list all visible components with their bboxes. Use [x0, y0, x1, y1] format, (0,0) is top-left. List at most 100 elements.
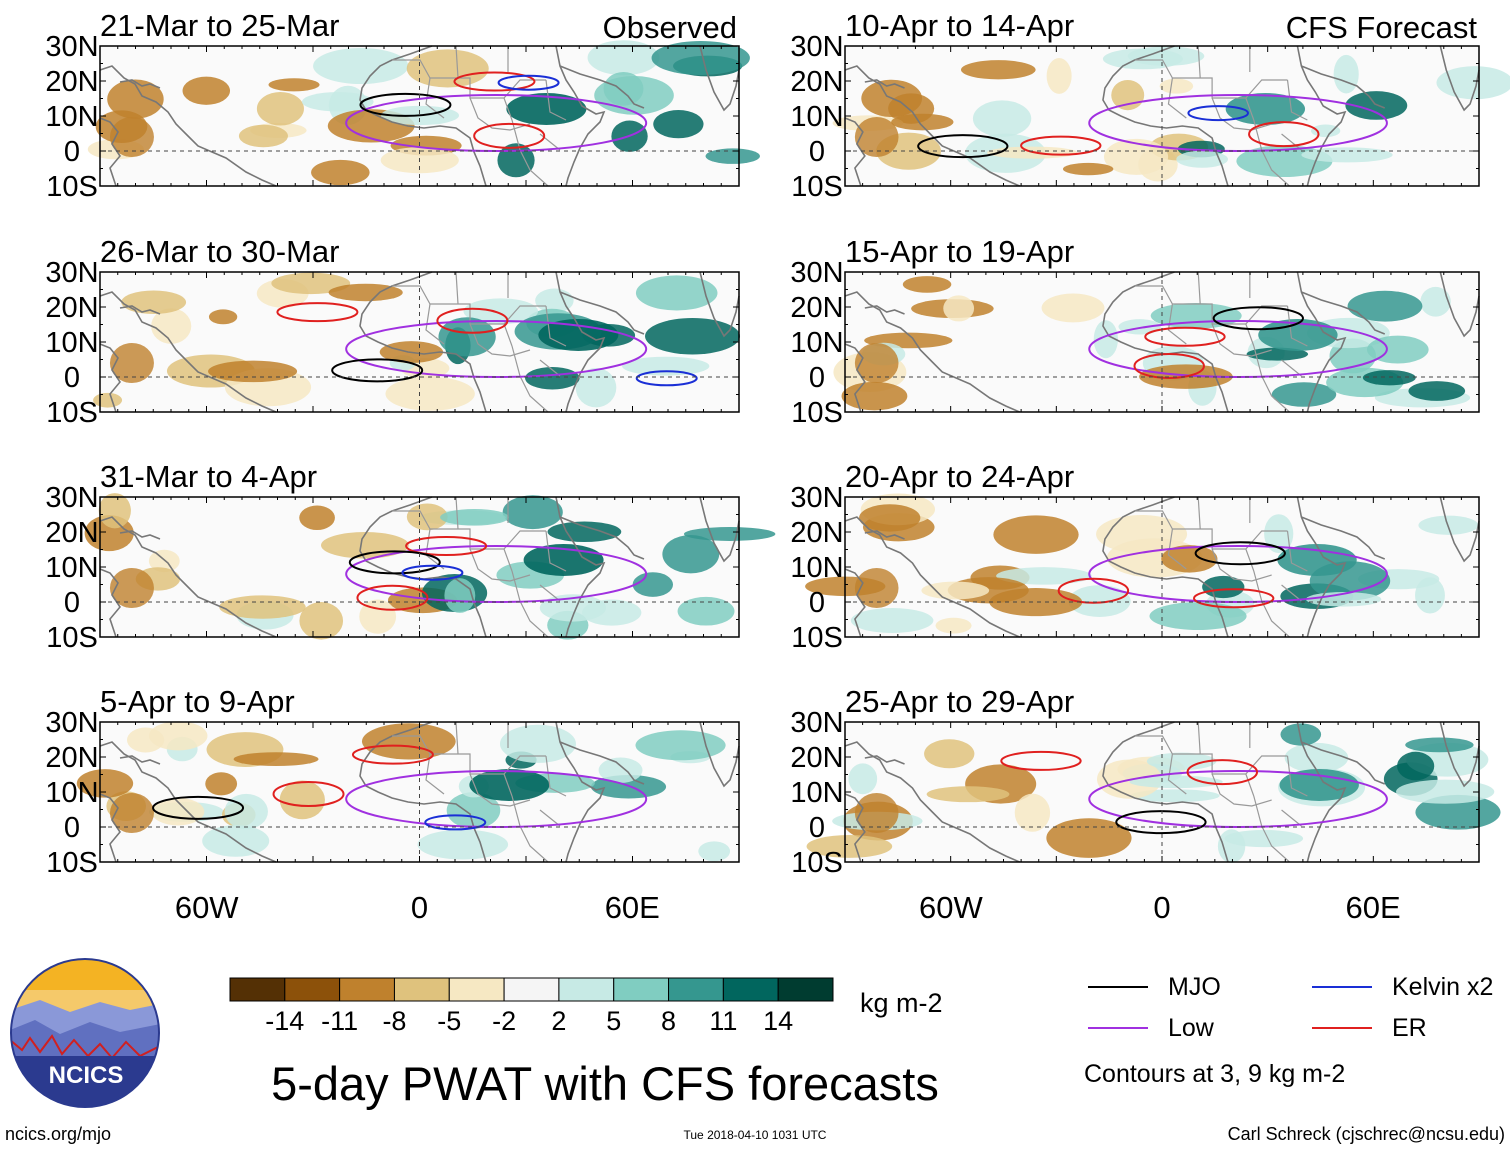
- mjo-contour: [917, 134, 1009, 159]
- pwat-anomaly: [1118, 319, 1161, 335]
- pwat-anomaly: [359, 599, 397, 634]
- panel-period: 31-Mar to 4-Apr: [100, 459, 317, 494]
- lat-label: 10S: [791, 622, 843, 654]
- pwat-anomaly: [538, 319, 619, 351]
- pwat-anomaly: [440, 508, 509, 526]
- pwat-anomaly: [698, 841, 731, 862]
- pwat-anomaly: [149, 721, 208, 751]
- pwat-anomaly: [935, 617, 972, 634]
- pwat-anomaly: [268, 78, 320, 92]
- colorbar-label: 5: [606, 1006, 621, 1036]
- er-contour: [1193, 588, 1275, 609]
- lat-label: 10N: [790, 327, 843, 359]
- panel-period: 15-Apr to 19-Apr: [845, 234, 1074, 269]
- pwat-anomaly: [1068, 585, 1131, 617]
- panel-period: 25-Apr to 29-Apr: [845, 684, 1074, 719]
- pwat-anomaly: [1396, 779, 1495, 804]
- low-contour: [345, 94, 648, 152]
- pwat-anomaly: [850, 608, 934, 633]
- legend-item: Kelvin x2: [1312, 973, 1493, 1001]
- lat-label: 10S: [791, 171, 843, 203]
- pwat-anomaly: [1062, 162, 1114, 176]
- colorbar-label: -14: [265, 1006, 304, 1036]
- pwat-anomaly: [1046, 57, 1072, 94]
- pwat-anomaly: [1408, 381, 1466, 401]
- pwat-anomaly: [1362, 370, 1416, 386]
- lat-label: 10N: [45, 101, 98, 133]
- lat-label: 0: [809, 812, 825, 844]
- colorbar-swatch: [503, 977, 560, 1002]
- er-contour: [1186, 759, 1259, 786]
- pwat-anomaly: [924, 739, 975, 769]
- pwat-anomaly: [525, 366, 580, 390]
- lat-label: 20N: [45, 517, 98, 549]
- pwat-anomaly: [854, 793, 899, 833]
- pwat-anomaly: [417, 829, 509, 860]
- mjo-contour: [348, 550, 441, 575]
- pwat-anomaly: [653, 109, 704, 139]
- pwat-anomaly: [1333, 54, 1359, 94]
- timestamp: Tue 2018-04-10 1031 UTC: [684, 1128, 827, 1142]
- pwat-anomaly: [1041, 293, 1105, 323]
- pwat-anomaly: [662, 534, 720, 574]
- er-contour: [436, 307, 509, 334]
- pwat-anomaly: [406, 503, 448, 531]
- legend-item: Low: [1088, 1014, 1215, 1042]
- pwat-anomaly: [151, 308, 192, 344]
- lat-label: 10N: [45, 552, 98, 584]
- pwat-anomaly: [683, 527, 776, 541]
- pwat-anomaly: [535, 288, 574, 313]
- pwat-anomaly: [299, 505, 335, 531]
- kelvin-contour: [635, 370, 698, 387]
- pwat-anomaly: [1149, 602, 1247, 630]
- kelvin-contour: [424, 814, 487, 831]
- pwat-anomaly: [1301, 147, 1393, 163]
- mjo-contour: [1115, 810, 1207, 835]
- pwat-anomaly: [848, 763, 878, 795]
- er-contour: [1057, 577, 1130, 604]
- er-contour: [356, 584, 429, 611]
- lat-label: 0: [64, 587, 80, 619]
- logo-text: NCICS: [49, 1062, 124, 1089]
- colorbar-swatch: [448, 977, 505, 1002]
- lat-label: 0: [64, 136, 80, 168]
- site-url[interactable]: ncics.org/mjo: [5, 1124, 111, 1144]
- forecast-tag: CFS Forecast: [1286, 10, 1478, 45]
- kelvin-contour: [401, 564, 464, 581]
- pwat-anomaly: [972, 100, 1032, 137]
- pwat-anomaly: [446, 792, 501, 829]
- colorbar-swatch: [777, 977, 834, 1002]
- pwat-anomaly: [233, 752, 319, 767]
- pwat-anomaly: [1345, 91, 1408, 120]
- pwat-anomaly: [943, 295, 975, 322]
- colorbar-swatch: [668, 977, 724, 1002]
- pwat-anomaly: [806, 834, 893, 858]
- pwat-anomaly: [299, 602, 344, 640]
- colorbar-label: -11: [321, 1006, 358, 1036]
- colorbar-swatch: [229, 977, 286, 1002]
- lat-label: 30N: [790, 257, 843, 289]
- colorbar-swatch: [558, 977, 615, 1002]
- lon-label-right: 60W: [919, 890, 983, 925]
- lat-label: 30N: [45, 257, 98, 289]
- pwat-anomaly: [271, 272, 351, 295]
- lat-label: 10S: [46, 622, 98, 654]
- lat-label: 10N: [790, 552, 843, 584]
- mjo-contour: [331, 358, 424, 383]
- pwat-anomaly: [1224, 829, 1304, 848]
- lat-label: 10S: [46, 397, 98, 429]
- pwat-anomaly: [635, 730, 726, 761]
- mjo-contour: [1194, 541, 1286, 566]
- lat-label: 30N: [45, 707, 98, 739]
- pwat-anomaly: [469, 769, 550, 801]
- pwat-anomaly: [311, 159, 370, 186]
- pwat-anomaly: [1277, 544, 1357, 576]
- pwat-anomaly: [960, 60, 1036, 80]
- pwat-anomaly: [1279, 769, 1359, 801]
- lat-label: 10S: [46, 171, 98, 203]
- er-contour: [1248, 121, 1320, 148]
- lat-label: 20N: [790, 517, 843, 549]
- pwat-anomaly: [219, 595, 306, 619]
